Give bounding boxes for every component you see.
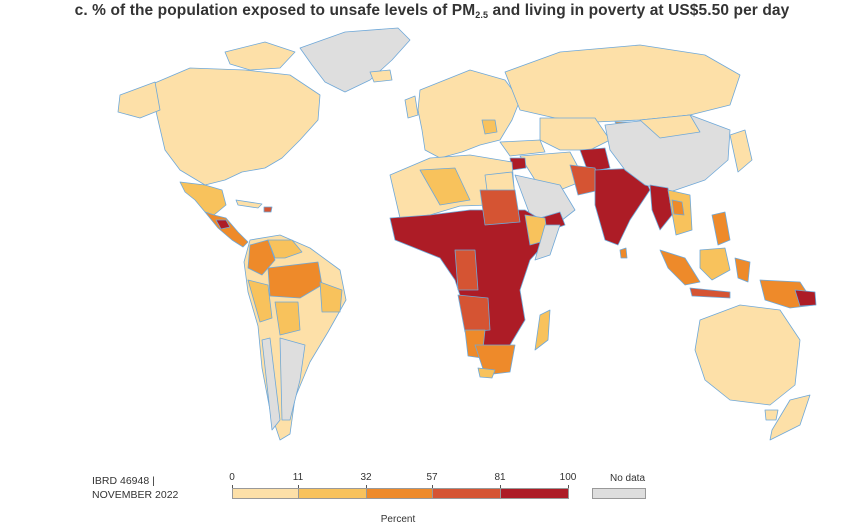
legend-swatch-57-81 <box>432 488 501 499</box>
region-bolivia <box>274 301 301 336</box>
region-congo-west <box>454 249 479 291</box>
region-sudan <box>479 189 521 226</box>
legend-tickmark <box>298 485 299 490</box>
region-somalia <box>534 224 561 261</box>
region-china <box>604 114 731 193</box>
region-colombia <box>247 239 276 276</box>
ibrd-number: IBRD 46948 | <box>92 475 155 487</box>
legend-tickmark <box>232 485 233 490</box>
region-afghanistan <box>579 147 611 173</box>
region-iceland <box>369 69 393 83</box>
ibrd-date: NOVEMBER 2022 <box>92 489 179 501</box>
region-central-america <box>204 211 249 248</box>
region-south-africa <box>474 344 516 376</box>
legend-tickmark <box>568 485 569 490</box>
region-borneo <box>699 247 731 281</box>
ibrd-reference: IBRD 46948 | NOVEMBER 2022 <box>92 474 178 502</box>
region-sulawesi <box>734 257 751 283</box>
region-peru <box>247 279 273 323</box>
region-mongolia <box>639 114 701 139</box>
legend-tickmark <box>366 485 367 490</box>
region-australia <box>694 304 801 406</box>
region-north-america <box>149 67 321 186</box>
legend-tickmark <box>500 485 501 490</box>
region-tasmania <box>764 409 779 421</box>
region-central-asia <box>539 117 611 151</box>
legend-title: Percent <box>380 514 416 525</box>
legend-tickmark <box>432 485 433 490</box>
region-brazil-east <box>319 281 343 313</box>
region-java <box>689 287 731 299</box>
region-angola <box>457 294 491 333</box>
region-balkans <box>481 119 498 135</box>
region-turkey <box>499 139 546 157</box>
legend-swatch-11-32 <box>298 488 367 499</box>
region-sumatra <box>659 249 701 286</box>
region-chile <box>261 337 281 431</box>
region-new-zealand <box>769 394 811 441</box>
legend-tick-11: 11 <box>292 472 304 483</box>
legend-swatch-0-11 <box>232 488 299 499</box>
legend-tick-100: 100 <box>559 472 577 483</box>
legend-swatch-81-100 <box>500 488 569 499</box>
legend-tick-0: 0 <box>229 472 235 483</box>
region-sri-lanka <box>619 247 628 259</box>
legend-tick-32: 32 <box>360 472 372 483</box>
region-arctic-islands <box>224 41 296 71</box>
region-cape <box>477 367 496 379</box>
no-data-label: No data <box>610 473 646 484</box>
region-algeria-libya <box>419 167 471 206</box>
region-alaska <box>117 81 161 119</box>
region-cuba <box>235 199 263 209</box>
region-uk <box>404 95 419 119</box>
legend-tick-57: 57 <box>426 472 438 483</box>
region-haiti <box>263 206 273 213</box>
map-title: c. % of the population exposed to unsafe… <box>74 2 790 20</box>
region-europe <box>417 69 521 159</box>
region-korea-japan <box>729 129 753 173</box>
region-argentina <box>279 337 306 421</box>
region-amazon <box>267 261 323 299</box>
region-myanmar <box>649 184 673 231</box>
region-greenland <box>299 27 411 93</box>
region-russia <box>504 44 741 123</box>
world-map <box>117 27 817 441</box>
region-madagascar <box>534 309 551 351</box>
legend-tick-81: 81 <box>494 472 506 483</box>
region-mexico <box>179 181 227 216</box>
region-laos <box>671 199 685 216</box>
region-venezuela <box>267 239 303 259</box>
region-philippines <box>711 211 731 246</box>
no-data-swatch <box>592 488 646 499</box>
region-honduras <box>215 219 231 230</box>
region-png-east <box>794 289 817 307</box>
legend-swatch-32-57 <box>366 488 433 499</box>
legend: 0 11 32 57 81 100 Percent <box>228 472 576 526</box>
